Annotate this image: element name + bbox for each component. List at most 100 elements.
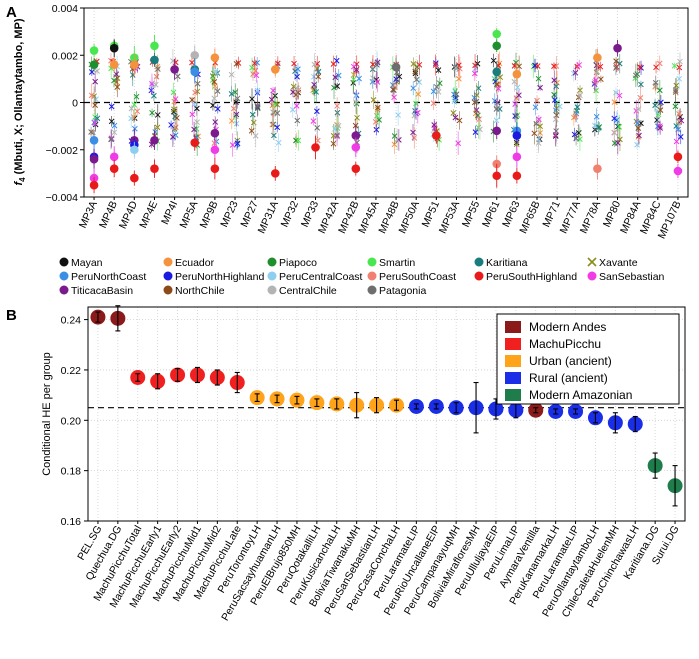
panel-a-highlight-point	[109, 43, 119, 53]
panel-a-cross-point	[234, 88, 241, 109]
panel-a-cross-marker	[192, 89, 198, 96]
panel-b-legend-swatch	[505, 372, 521, 384]
panel-a-cross-marker	[232, 89, 239, 96]
panel-a-cross-marker	[270, 109, 276, 115]
panel-a-highlight-point	[130, 145, 139, 155]
panel-a-legend-swatch	[163, 257, 173, 267]
panel-a-cross-point	[637, 86, 644, 110]
panel-a-grid	[84, 8, 688, 197]
panel-a-cross-point	[232, 83, 239, 101]
panel-a-cross-marker	[191, 126, 197, 133]
panel-a-cross-point	[390, 81, 396, 98]
panel-a-cross-point	[657, 105, 664, 116]
panel-a-cross-point	[92, 70, 99, 93]
panel-a-cross-point	[108, 102, 115, 111]
panel-a-highlight-point	[210, 128, 220, 138]
panel-a-cross-marker	[611, 99, 618, 105]
panel-a-legend-swatch	[267, 285, 277, 295]
panel-a-cross-marker	[269, 102, 276, 109]
panel-b-legend: Modern Andes MachuPicchu Urban (ancient) Ru…	[496, 313, 680, 405]
panel-a-cross-marker	[293, 137, 299, 144]
panel-a-cross-point	[672, 78, 679, 103]
panel-a-cross-marker	[132, 125, 138, 132]
panel-a-cross-marker	[170, 134, 176, 140]
panel-a-cross-point	[535, 133, 542, 153]
panel-a-cross-point	[430, 84, 437, 99]
panel-a-highlight-point	[512, 171, 522, 181]
panel-a-cross-marker	[88, 92, 95, 99]
panel-a-cross-point	[652, 98, 658, 112]
panel-b-legend-item: Modern Amazonian	[505, 388, 632, 402]
panel-a-cross-marker	[168, 122, 174, 128]
panel-a-highlight-point	[512, 131, 522, 140]
panel-a-cross-marker	[391, 141, 398, 148]
panel-a-cross-point	[613, 87, 619, 98]
panel-a-cross-marker	[228, 71, 235, 78]
panel-b-data-point	[627, 415, 643, 433]
panel-a-cross-point	[632, 63, 639, 88]
panel-a-cross-marker	[413, 76, 420, 83]
panel-a-cross-point	[294, 114, 301, 127]
panel-a-cross-marker	[493, 106, 500, 112]
panel-a-highlight-point	[130, 173, 139, 183]
panel-a-cross-marker	[653, 64, 659, 71]
panel-a-legend-swatch	[59, 285, 69, 295]
panel-a-highlight-point	[109, 152, 119, 162]
panel-a-cross-point	[554, 71, 560, 95]
panel-a-cross-point	[334, 97, 340, 115]
panel-a-cross-marker	[613, 89, 619, 96]
panel-b-legend-item: Rural (ancient)	[505, 371, 608, 385]
panel-a-highlight-point	[130, 60, 139, 69]
panel-a-cross-marker	[556, 103, 563, 110]
panel-a-cross-marker	[410, 85, 417, 92]
panel-a-highlight-point	[492, 41, 502, 51]
panel-a-cross-marker	[295, 66, 301, 72]
panel-a-cross-point	[395, 104, 401, 126]
panel-a-cross-marker	[635, 134, 642, 140]
panel-a-cross-point	[250, 67, 256, 81]
panel-a-cross-marker	[233, 111, 240, 118]
panel-a-cross-point	[270, 100, 276, 124]
panel-a-cross-marker	[593, 113, 600, 120]
panel-a-legend-item: PeruNorthCoast	[59, 271, 146, 283]
panel-a-x-axis: MP3AMP4BMP4DMP4EMP4IMP5AMP9BMP23MP27MP31…	[77, 197, 684, 241]
panel-a-cross-point	[250, 114, 257, 131]
panel-a-cross-marker	[512, 101, 519, 107]
panel-a-cross-marker	[356, 75, 362, 82]
panel-a-cross-marker	[272, 101, 278, 107]
panel-a-cross-marker	[513, 113, 520, 120]
panel-a-cross-point	[374, 100, 381, 115]
panel-a-cross-point	[330, 55, 337, 73]
panel-a-cross-marker	[234, 95, 241, 102]
panel-a-cross-marker	[88, 129, 94, 135]
panel-a-cross-marker	[638, 81, 644, 88]
panel-a-cross-marker	[108, 118, 115, 125]
panel-a-cross-marker	[676, 110, 682, 117]
panel-a-legend-swatch	[367, 257, 377, 267]
panel-a-cross-marker	[189, 111, 196, 118]
panel-a-cross-marker	[211, 79, 218, 85]
panel-a-cross-marker	[294, 73, 300, 80]
panel-a-cross-marker	[154, 112, 161, 118]
panel-b-data-point	[209, 369, 225, 386]
panel-a-cross-point	[613, 60, 619, 76]
panel-a-cross-point	[174, 106, 180, 130]
panel-a-cross-marker	[592, 122, 598, 129]
panel-a-cross-marker	[652, 102, 658, 109]
panel-b-data-point	[289, 392, 305, 408]
panel-a-legend-label: Patagonia	[379, 285, 426, 297]
panel-a-cross-point	[131, 95, 138, 115]
panel-b-data-point	[369, 397, 385, 414]
panel-a-cross-marker	[416, 61, 423, 68]
panel-a-cross-point	[494, 95, 501, 116]
panel-a-cross-marker	[455, 140, 462, 147]
panel-b-y-tick-label: 0.18	[61, 466, 82, 478]
panel-a-cross-marker	[678, 117, 685, 124]
panel-b-data-point	[229, 371, 245, 394]
panel-a-cross-marker	[152, 81, 159, 88]
panel-b-data-point	[528, 402, 544, 418]
panel-a-legend-label: PeruNorthHighland	[175, 271, 264, 283]
panel-a-cross-marker	[452, 94, 459, 101]
panel-a-cross-marker	[374, 62, 380, 68]
panel-a-cross-marker	[189, 97, 195, 103]
